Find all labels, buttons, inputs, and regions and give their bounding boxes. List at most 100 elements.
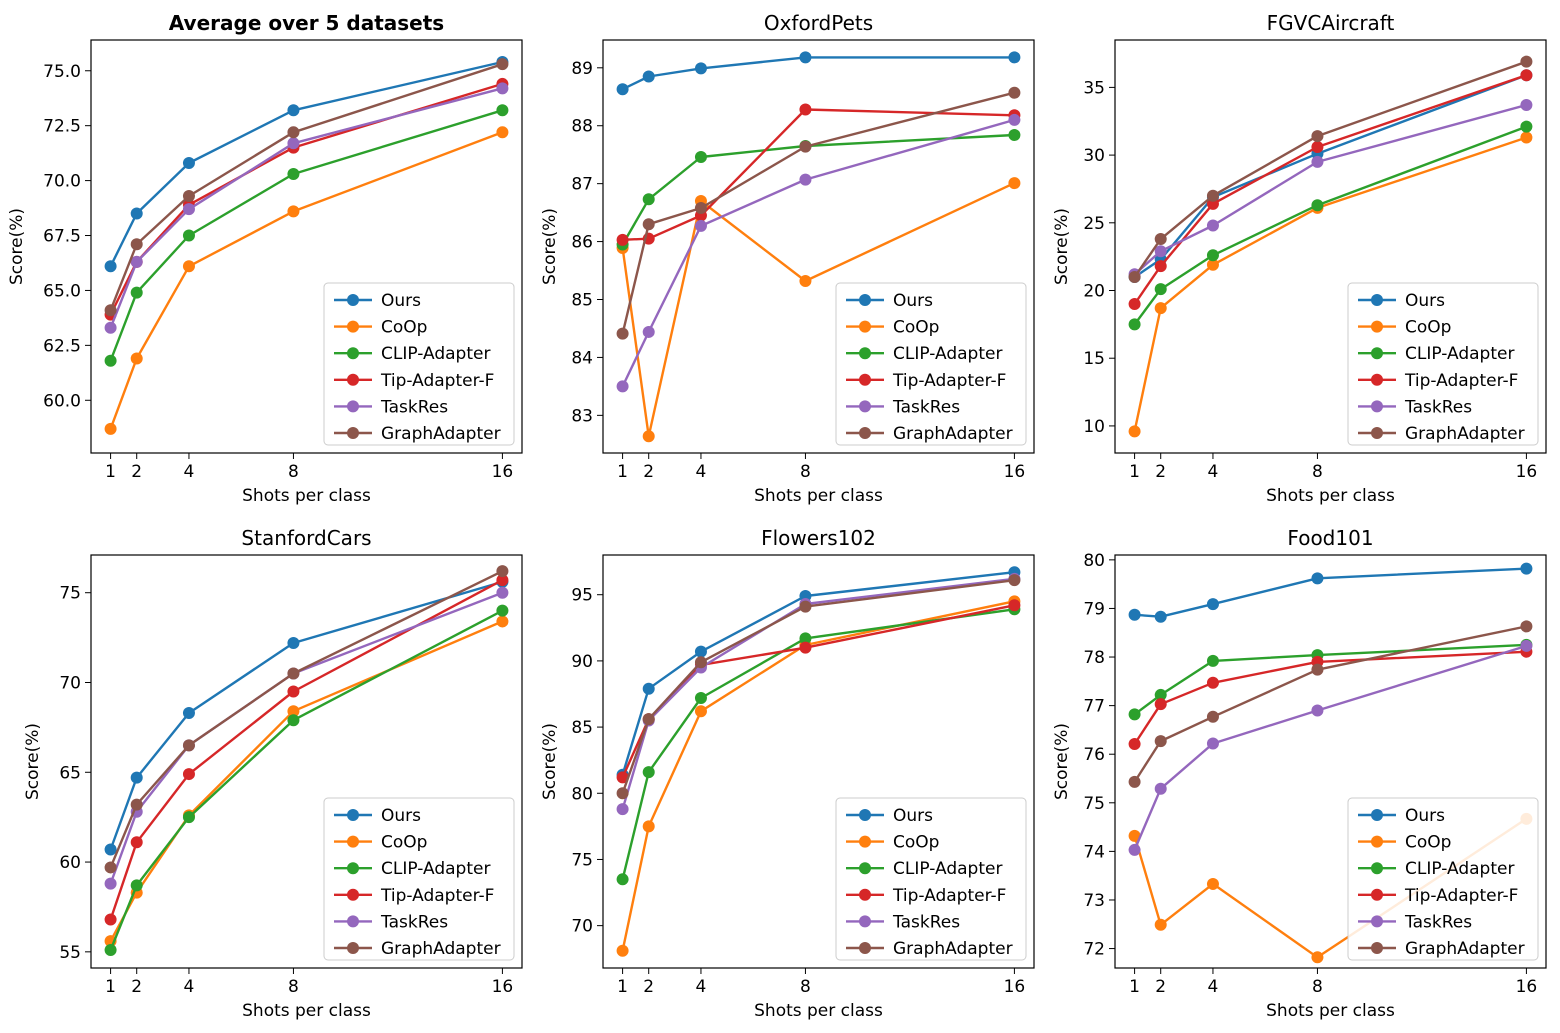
y-tick-label: 75 <box>59 584 81 604</box>
y-tick-label: 76 <box>1083 745 1105 765</box>
x-tick-label: 1 <box>105 462 116 482</box>
data-point-taskres <box>694 219 707 232</box>
x-tick-label: 8 <box>1312 462 1323 482</box>
legend-marker <box>347 888 359 901</box>
y-tick-label: 70 <box>59 673 81 693</box>
legend-marker <box>859 809 871 821</box>
data-point-tip-adapter-f <box>1520 69 1533 82</box>
data-point-coop <box>1520 131 1533 144</box>
data-point-graphadapter <box>642 713 655 726</box>
data-point-ours <box>130 207 143 220</box>
data-point-tip-adapter-f <box>1008 599 1021 612</box>
data-point-graphadapter <box>130 238 143 251</box>
y-tick-label: 35 <box>1083 78 1105 98</box>
data-point-taskres <box>642 325 655 338</box>
legend-marker <box>347 835 359 848</box>
legend: Ours CoOp CLIP-Adapter Tip-Adapter-F TaskRes… <box>323 797 515 961</box>
data-point-graphadapter <box>130 798 143 811</box>
legend-marker <box>347 347 359 360</box>
x-axis-label: Shots per class <box>242 486 371 506</box>
legend-label: GraphAdapter <box>893 939 1013 959</box>
data-point-ours <box>1206 598 1219 611</box>
data-point-ours <box>1520 562 1533 575</box>
data-point-graphadapter <box>1008 574 1021 587</box>
x-tick-label: 1 <box>1129 462 1140 482</box>
y-tick-label: 60 <box>59 853 81 873</box>
legend-marker <box>347 942 359 954</box>
data-point-coop <box>496 615 509 628</box>
legend-label: TaskRes <box>892 397 960 417</box>
data-point-clip-adapter <box>1520 120 1533 133</box>
data-point-clip-adapter <box>1154 283 1167 296</box>
data-point-clip-adapter <box>1206 654 1219 667</box>
x-tick-label: 16 <box>1004 977 1026 997</box>
y-tick-label: 85 <box>571 718 593 738</box>
legend-label: CLIP-Adapter <box>381 344 490 364</box>
subplot-3: StanfordCars 1 2 4 8 16 55 60 65 70 75 Shots per cl… <box>23 526 523 1021</box>
y-tick-label: 83 <box>571 406 593 426</box>
y-tick-label: 86 <box>571 233 593 253</box>
legend-label: GraphAdapter <box>893 424 1013 444</box>
data-point-tip-adapter-f <box>104 913 117 926</box>
y-axis-label: Score(%) <box>540 723 560 800</box>
data-point-tip-adapter-f <box>1206 676 1219 689</box>
series-line-ours <box>622 56 1015 91</box>
chart-title: Flowers102 <box>761 526 876 550</box>
data-point-ours <box>1008 51 1021 64</box>
data-point-coop <box>1128 829 1141 842</box>
data-point-ours <box>287 104 300 117</box>
legend-box <box>835 797 1027 961</box>
data-point-tip-adapter-f <box>130 836 143 849</box>
data-point-ours <box>182 157 195 170</box>
data-point-taskres <box>287 137 300 150</box>
legend-label: CoOp <box>893 318 939 338</box>
data-point-tip-adapter-f <box>799 641 812 654</box>
legend-marker <box>347 915 359 928</box>
y-tick-label: 89 <box>571 59 593 79</box>
legend-label: Ours <box>381 806 421 826</box>
y-tick-label: 75 <box>1083 794 1105 814</box>
data-point-taskres <box>1154 245 1167 258</box>
data-point-ours <box>694 645 707 658</box>
legend-box <box>1347 797 1539 961</box>
y-axis-label: Score(%) <box>540 208 560 285</box>
data-point-graphadapter <box>1520 620 1533 633</box>
data-point-taskres <box>1520 639 1533 652</box>
data-point-ours <box>1128 608 1141 621</box>
data-point-graphadapter <box>1206 710 1219 723</box>
legend-label: CoOp <box>1405 318 1451 338</box>
data-point-ours <box>642 70 655 83</box>
legend-marker <box>859 347 871 360</box>
data-point-taskres <box>1128 843 1141 856</box>
data-point-graphadapter <box>1206 189 1219 202</box>
legend-label: Ours <box>381 291 421 311</box>
data-point-ours <box>1311 572 1324 585</box>
x-tick-label: 1 <box>617 462 628 482</box>
data-point-graphadapter <box>104 304 117 317</box>
data-point-clip-adapter <box>616 873 629 886</box>
x-tick-label: 4 <box>1208 977 1219 997</box>
legend-label: CoOp <box>893 833 939 853</box>
legend-label: Ours <box>893 806 933 826</box>
legend-label: TaskRes <box>380 397 448 417</box>
data-point-clip-adapter <box>1311 199 1324 212</box>
data-point-coop <box>130 352 143 365</box>
y-tick-label: 72.5 <box>43 117 81 137</box>
data-point-clip-adapter <box>182 229 195 242</box>
data-point-tip-adapter-f <box>799 103 812 116</box>
axes-frame <box>90 554 523 969</box>
legend-label: CLIP-Adapter <box>893 859 1002 879</box>
y-tick-label: 84 <box>571 348 593 368</box>
data-point-clip-adapter <box>642 193 655 206</box>
y-tick-label: 65 <box>59 763 81 783</box>
data-point-clip-adapter <box>182 811 195 824</box>
data-point-clip-adapter <box>799 632 812 645</box>
legend-label: GraphAdapter <box>1405 424 1525 444</box>
y-tick-label: 60.0 <box>43 391 81 411</box>
x-tick-label: 16 <box>1004 462 1026 482</box>
legend-label: Tip-Adapter-F <box>1404 371 1518 391</box>
y-tick-label: 75.0 <box>43 62 81 82</box>
data-point-graphadapter <box>1311 130 1324 143</box>
data-point-ours <box>130 771 143 784</box>
x-axis-label: Shots per class <box>1266 486 1395 506</box>
